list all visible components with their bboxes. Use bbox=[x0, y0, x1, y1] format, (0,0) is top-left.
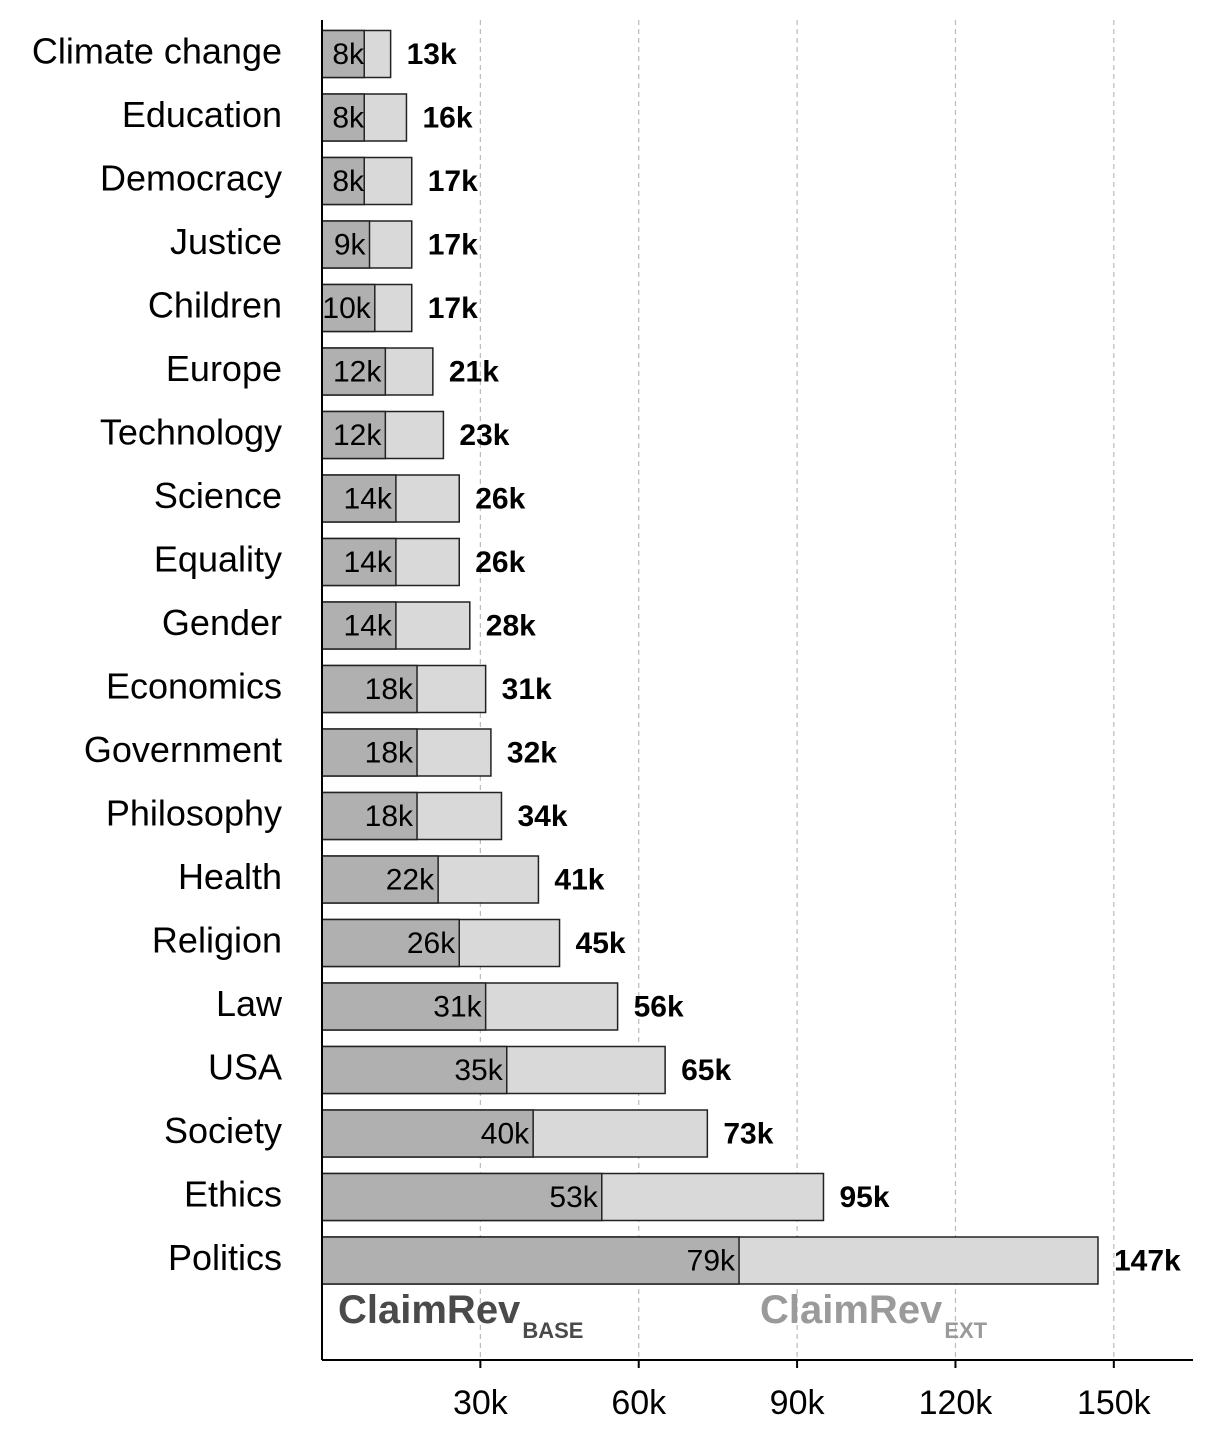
bar-base bbox=[321, 982, 487, 1031]
legend-name: ClaimRev bbox=[760, 1288, 943, 1332]
ext-value-label: 23k bbox=[459, 419, 509, 452]
ext-value-label: 17k bbox=[428, 165, 478, 198]
bar-base bbox=[321, 664, 418, 714]
ext-value-label: 95k bbox=[839, 1181, 889, 1214]
bar-base bbox=[321, 728, 418, 777]
base-value-label: 14k bbox=[344, 609, 393, 642]
category-label: Climate change bbox=[32, 31, 282, 72]
ext-value-label: 45k bbox=[576, 927, 626, 960]
bar-base bbox=[321, 1236, 740, 1285]
ext-value-label: 32k bbox=[507, 736, 557, 769]
bar-base bbox=[321, 1172, 603, 1222]
x-tick-label: 30k bbox=[453, 1384, 509, 1422]
base-value-label: 53k bbox=[549, 1181, 598, 1214]
category-label: Science bbox=[154, 475, 282, 516]
category-label: USA bbox=[208, 1047, 282, 1088]
base-value-label: 79k bbox=[687, 1244, 736, 1277]
category-label: Society bbox=[164, 1110, 282, 1151]
base-value-label: 14k bbox=[344, 546, 393, 579]
category-label: Justice bbox=[170, 221, 282, 262]
base-value-label: 18k bbox=[365, 736, 414, 769]
ext-value-label: 17k bbox=[428, 228, 478, 261]
legend-entry: ClaimRevBASE bbox=[338, 1288, 583, 1343]
ext-value-label: 16k bbox=[422, 101, 472, 134]
ext-value-label: 31k bbox=[502, 673, 552, 706]
ext-value-label: 73k bbox=[723, 1117, 773, 1150]
ext-value-label: 65k bbox=[681, 1054, 731, 1087]
bar-base bbox=[321, 1045, 508, 1095]
base-value-label: 9k bbox=[334, 228, 367, 261]
category-label: Democracy bbox=[100, 158, 282, 199]
base-value-label: 18k bbox=[365, 673, 414, 706]
ext-value-label: 26k bbox=[475, 546, 525, 579]
base-value-label: 14k bbox=[344, 482, 393, 515]
ext-value-label: 28k bbox=[486, 609, 536, 642]
legend-name: ClaimRev bbox=[338, 1288, 521, 1332]
category-label: Ethics bbox=[184, 1174, 282, 1215]
bar-base bbox=[321, 156, 365, 206]
bar-base bbox=[321, 220, 371, 269]
ext-value-label: 13k bbox=[407, 38, 457, 71]
category-label: Religion bbox=[152, 920, 282, 961]
ext-value-label: 26k bbox=[475, 482, 525, 515]
base-value-label: 31k bbox=[433, 990, 482, 1023]
base-value-label: 18k bbox=[365, 800, 414, 833]
category-label: Equality bbox=[154, 539, 282, 580]
bar-base bbox=[321, 410, 387, 460]
category-label: Philosophy bbox=[106, 793, 282, 834]
x-tick-label: 150k bbox=[1077, 1384, 1152, 1422]
category-label: Health bbox=[178, 856, 282, 897]
category-label: Technology bbox=[100, 412, 282, 453]
category-label: Europe bbox=[166, 348, 282, 389]
ext-value-label: 147k bbox=[1114, 1244, 1181, 1277]
base-value-label: 8k bbox=[332, 165, 365, 198]
base-value-label: 12k bbox=[333, 355, 382, 388]
category-label: Economics bbox=[106, 666, 282, 707]
legend-subscript: BASE bbox=[522, 1318, 583, 1343]
category-label: Education bbox=[122, 94, 282, 135]
base-value-label: 22k bbox=[386, 863, 435, 896]
x-tick-label: 60k bbox=[611, 1384, 667, 1422]
legend-subscript: EXT bbox=[944, 1318, 987, 1343]
base-value-label: 35k bbox=[454, 1054, 503, 1087]
legend-entry: ClaimRevEXT bbox=[760, 1288, 988, 1343]
base-value-label: 8k bbox=[332, 38, 365, 71]
category-label: Children bbox=[148, 285, 282, 326]
ext-value-label: 41k bbox=[554, 863, 604, 896]
bar-base bbox=[321, 855, 439, 904]
base-value-label: 10k bbox=[322, 292, 371, 325]
ext-value-label: 17k bbox=[428, 292, 478, 325]
bar-base bbox=[321, 537, 397, 587]
bar-base bbox=[321, 474, 397, 523]
category-label: Law bbox=[216, 983, 283, 1024]
category-label: Politics bbox=[168, 1237, 282, 1278]
bar-base bbox=[321, 29, 365, 79]
bar-base bbox=[321, 918, 460, 968]
category-label: Government bbox=[84, 729, 282, 770]
category-label: Gender bbox=[162, 602, 282, 643]
base-value-label: 12k bbox=[333, 419, 382, 452]
base-value-label: 26k bbox=[407, 927, 456, 960]
bar-base bbox=[321, 791, 418, 841]
ext-value-label: 34k bbox=[517, 800, 567, 833]
x-tick-label: 90k bbox=[770, 1384, 826, 1422]
bar-base bbox=[321, 601, 397, 650]
base-value-label: 40k bbox=[481, 1117, 530, 1150]
ext-value-label: 21k bbox=[449, 355, 499, 388]
base-value-label: 8k bbox=[332, 101, 365, 134]
bar-base bbox=[321, 347, 387, 396]
ext-value-label: 56k bbox=[634, 990, 684, 1023]
x-tick-label: 120k bbox=[919, 1384, 994, 1422]
